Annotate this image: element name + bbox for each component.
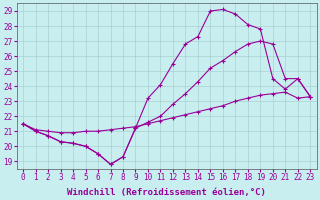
X-axis label: Windchill (Refroidissement éolien,°C): Windchill (Refroidissement éolien,°C) <box>67 188 266 197</box>
